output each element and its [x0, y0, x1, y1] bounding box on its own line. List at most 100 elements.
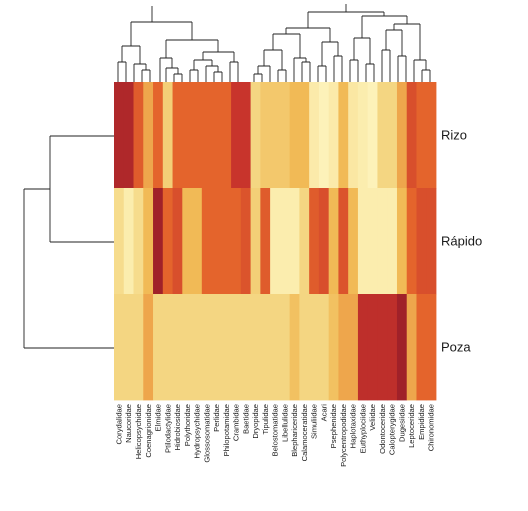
heatmap-cell — [348, 294, 359, 401]
heatmap-cell — [328, 294, 339, 401]
heatmap-cell — [318, 188, 330, 295]
column-label: Euthyplociidae — [358, 404, 367, 453]
heatmap-cell — [328, 188, 339, 295]
heatmap-cell — [231, 82, 242, 189]
heatmap-cell — [299, 188, 310, 295]
heatmap-cell — [426, 294, 437, 401]
heatmap-cell — [211, 294, 222, 401]
heatmap-cell — [240, 188, 252, 295]
column-label: Coenagrionidae — [144, 404, 153, 458]
heatmap-cell — [426, 188, 437, 295]
column-label: Psephenidae — [329, 404, 338, 448]
heatmap-cell — [338, 82, 349, 189]
heatmap-cell — [270, 82, 281, 189]
heatmap-cells — [114, 82, 437, 401]
heatmap-cell — [123, 82, 134, 189]
heatmap-cell — [221, 188, 232, 295]
heatmap-cell — [416, 82, 427, 189]
column-label: Philopotamidae — [222, 404, 231, 456]
heatmap-cell — [211, 188, 222, 295]
column-dendrogram — [117, 4, 431, 82]
row-label: Rizo — [441, 128, 467, 143]
column-label: Libellulidae — [280, 404, 289, 442]
column-label: Glossosomatidae — [202, 404, 211, 463]
column-label: Blephariceridae — [290, 404, 299, 457]
heatmap-cell — [396, 82, 408, 189]
heatmap-cell — [416, 294, 427, 401]
heatmap-cell — [172, 188, 183, 295]
column-label: Elmidae — [154, 404, 163, 431]
heatmap-cell — [123, 294, 134, 401]
heatmap-cell — [279, 188, 291, 295]
heatmap-cell — [289, 294, 300, 401]
column-label: Simuliidae — [310, 404, 319, 439]
heatmap-cell — [279, 82, 291, 189]
heatmap-cell — [143, 188, 154, 295]
heatmap-cell — [162, 188, 173, 295]
column-label: Ptilodactylidae — [163, 404, 172, 453]
heatmap-cell — [114, 82, 125, 189]
row-labels: Rizo Rápido Poza — [441, 128, 482, 355]
heatmap-cell — [123, 188, 134, 295]
column-label: Helicopsychidae — [134, 404, 143, 459]
heatmap-cell — [279, 294, 291, 401]
heatmap-cell — [153, 82, 164, 189]
column-label: Acari — [319, 404, 328, 422]
heatmap-cell — [240, 294, 252, 401]
heatmap-cell — [182, 82, 193, 189]
heatmap-cell — [172, 294, 183, 401]
heatmap-cell — [114, 188, 125, 295]
column-label: Perlidae — [212, 404, 221, 432]
column-label: Veliidae — [368, 404, 377, 431]
column-label: Belostomatidae — [271, 404, 280, 456]
row-label: Poza — [441, 340, 471, 355]
heatmap-cell — [221, 82, 232, 189]
heatmap-cell — [377, 294, 388, 401]
heatmap-cell — [250, 82, 261, 189]
heatmap-cell — [270, 294, 281, 401]
heatmap-cell — [231, 188, 242, 295]
column-label: Calopterygidae — [388, 404, 397, 455]
heatmap-cell — [309, 82, 320, 189]
heatmap-cell — [357, 294, 369, 401]
heatmap-cell — [348, 82, 359, 189]
heatmap-cell — [270, 188, 281, 295]
heatmap-cell — [387, 294, 398, 401]
heatmap-cell — [377, 188, 388, 295]
heatmap-cell — [318, 294, 330, 401]
heatmap-cell — [406, 82, 417, 189]
heatmap-cell — [299, 294, 310, 401]
heatmap-cell — [387, 188, 398, 295]
heatmap-cell — [250, 294, 261, 401]
heatmap-cell — [396, 188, 408, 295]
heatmap-cell — [133, 188, 144, 295]
heatmap-cell — [406, 294, 417, 401]
heatmap-cell — [377, 82, 388, 189]
heatmap-cell — [211, 82, 222, 189]
heatmap-cell — [114, 294, 125, 401]
column-label: Leptoceridae — [407, 404, 416, 448]
heatmap-cell — [192, 82, 203, 189]
column-label: Odontoceridae — [378, 404, 387, 454]
column-label: Naucoridae — [124, 404, 133, 443]
heatmap-cell — [318, 82, 330, 189]
column-label: Dugesiidae — [397, 404, 406, 442]
heatmap-cell — [182, 294, 193, 401]
heatmap-cell — [367, 188, 378, 295]
heatmap-cell — [309, 294, 320, 401]
heatmap-cell — [406, 188, 417, 295]
column-label: Tipulidae — [261, 404, 270, 435]
heatmap-cell — [221, 294, 232, 401]
column-label: Polycentropodidae — [339, 404, 348, 467]
heatmap-cell — [133, 294, 144, 401]
row-dendrogram — [23, 135, 114, 349]
heatmap-cell — [396, 294, 408, 401]
column-labels: Corydalidae Naucoridae Helicopsychidae Coen… — [114, 404, 435, 467]
row-label: Rápido — [441, 234, 482, 249]
column-label: Hydropsychidae — [193, 404, 202, 458]
heatmap-cell — [367, 294, 378, 401]
column-label: Haplotaxidae — [349, 404, 358, 448]
heatmap-cell — [416, 188, 427, 295]
heatmap-cell — [162, 294, 173, 401]
